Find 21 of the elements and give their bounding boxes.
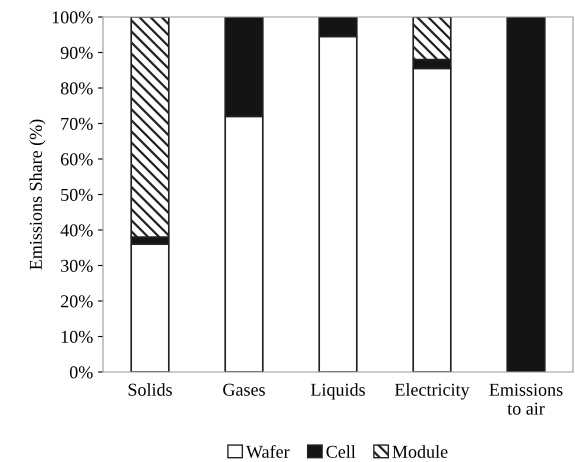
y-tick-label: 0% [70,366,93,378]
x-tick-label: Liquids [310,383,365,400]
x-tick-label: Solids [128,383,172,396]
y-tick-label: 60% [60,153,93,166]
y-tick-label: 90% [60,46,93,59]
y-tick-label: 20% [60,295,93,308]
legend-label: Module [392,445,448,458]
y-tick-label: 70% [61,118,93,130]
legend-label: Wafer [246,444,290,458]
x-tick-label: Electricity [394,383,470,400]
y-tick-label: 80% [60,82,93,94]
x-tick-label: Gases [223,384,265,396]
x-tick-label: Emissions to air [489,384,562,415]
legend-label: Cell [326,445,356,458]
y-tick-label: 30% [61,260,93,272]
y-tick-label: 40% [60,224,93,236]
y-tick-label: 10% [62,330,93,343]
y-tick-label: 50% [61,188,93,201]
bar [506,17,546,372]
y-tick-label: 100% [52,11,93,24]
y-axis-title: Emissions Share (%) [29,120,46,270]
